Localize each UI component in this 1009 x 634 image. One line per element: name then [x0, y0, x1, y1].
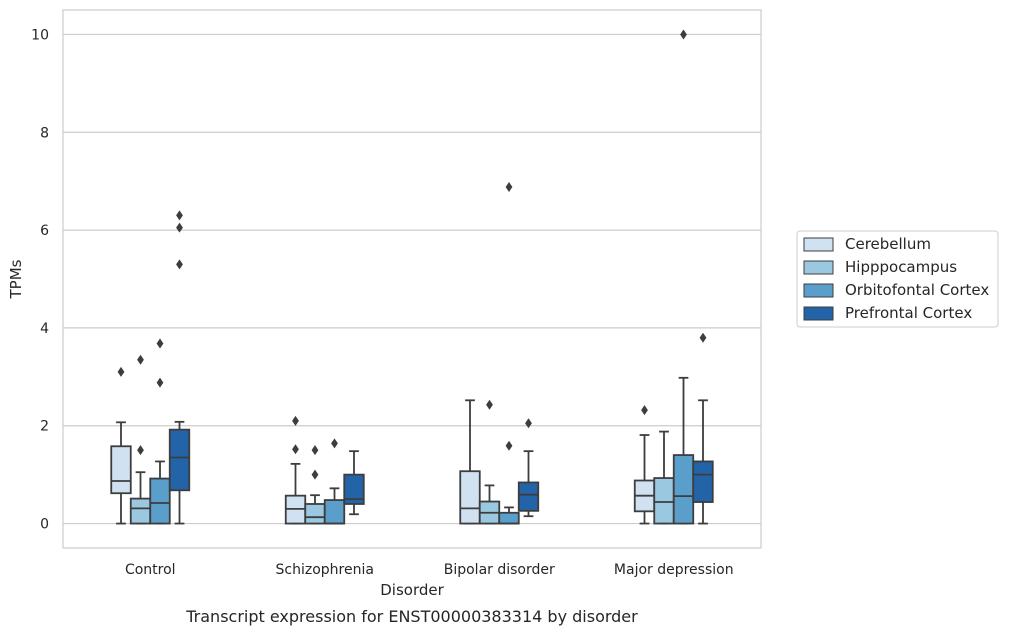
box-iqr — [304, 503, 326, 525]
legend-label: Hipppocampus — [845, 258, 957, 276]
legend-swatch — [803, 260, 834, 275]
y-tick-label: 6 — [40, 223, 49, 239]
y-tick-label: 0 — [40, 517, 49, 533]
box-iqr — [168, 428, 191, 492]
box-group — [498, 182, 520, 525]
legend-label: Orbitofontal Cortex — [845, 281, 989, 299]
x-axis-label: Disorder — [380, 581, 444, 599]
box-group — [653, 430, 675, 525]
y-tick-label: 8 — [40, 125, 49, 141]
outlier-point — [292, 444, 299, 455]
outlier-point — [311, 445, 319, 456]
box-group — [672, 29, 695, 525]
outlier-point — [176, 222, 183, 233]
outlier-point — [156, 338, 164, 349]
outlier-point — [137, 445, 144, 456]
outlier-point — [331, 438, 338, 449]
legend-label: Prefrontal Cortex — [845, 304, 972, 322]
x-tick-label: Schizophrenia — [276, 562, 374, 578]
box-iqr — [692, 460, 714, 503]
y-tick-labels: 0 2 4 6 8 10 — [31, 27, 49, 532]
outlier-point — [699, 332, 707, 343]
legend-frame — [796, 230, 999, 328]
box-iqr — [498, 511, 520, 525]
outlier-point — [176, 259, 183, 270]
y-tick-label: 4 — [40, 321, 49, 337]
legend-swatch — [803, 306, 834, 321]
outlier-point — [486, 399, 493, 410]
outlier-point — [156, 377, 164, 388]
outlier-point — [641, 405, 648, 416]
box-group — [323, 438, 346, 525]
legend-swatch — [803, 237, 834, 252]
y-tick-label: 10 — [31, 27, 49, 43]
x-tick-label: Major depression — [614, 562, 734, 578]
outlier-point — [505, 440, 513, 451]
y-axis-label: TPMs — [7, 259, 25, 299]
box-groups — [110, 29, 714, 525]
outlier-point — [505, 182, 513, 193]
x-tick-label: Bipolar disorder — [444, 562, 555, 578]
chart-caption: Transcript expression for ENST0000038331… — [185, 607, 638, 626]
x-tick-labels: Control Schizophrenia Bipolar disorder Majo… — [125, 562, 734, 578]
box-group — [633, 405, 656, 525]
x-tick-label: Control — [125, 562, 176, 578]
box-iqr — [129, 497, 152, 525]
plot-frame — [62, 9, 762, 549]
outlier-point — [525, 418, 532, 429]
box-group — [692, 332, 714, 525]
outlier-point — [292, 415, 299, 426]
box-iqr — [517, 481, 540, 512]
box-group — [168, 210, 191, 525]
box-group — [343, 450, 365, 516]
box-iqr — [110, 445, 132, 495]
box-group — [284, 415, 307, 525]
y-tick-label: 2 — [40, 419, 49, 435]
outlier-point — [311, 469, 319, 480]
legend-swatch — [803, 283, 834, 298]
box-iqr — [653, 477, 675, 525]
legend: Cerebellum Hipppocampus Orbitofontal Corte… — [796, 230, 999, 328]
box-group — [459, 399, 481, 525]
outlier-point — [137, 354, 144, 365]
box-group — [110, 366, 132, 525]
box-group — [517, 418, 540, 518]
outlier-point — [117, 366, 125, 377]
outlier-point — [176, 210, 183, 221]
box-iqr — [323, 499, 346, 525]
box-group — [129, 354, 152, 525]
box-group — [149, 338, 171, 525]
box-iqr — [149, 477, 171, 525]
legend-label: Cerebellum — [845, 235, 931, 253]
box-iqr — [459, 470, 481, 525]
outlier-point — [680, 29, 687, 40]
box-iqr — [672, 454, 695, 525]
box-group — [304, 445, 326, 525]
box-iqr — [343, 473, 365, 505]
